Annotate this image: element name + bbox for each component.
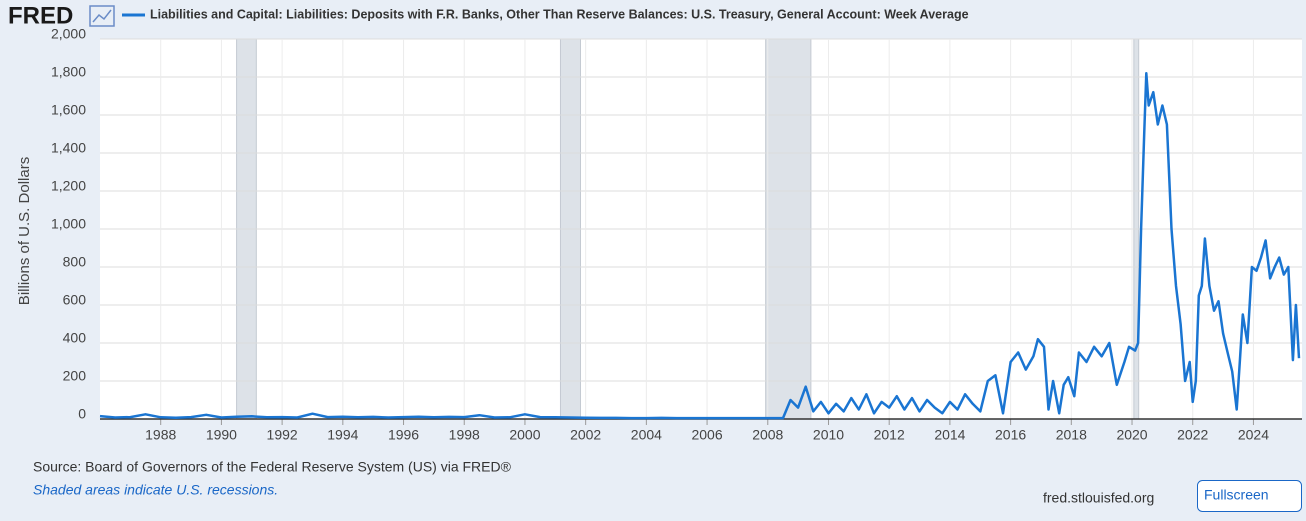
x-tick-label: 2016: [995, 427, 1026, 443]
y-tick-label: 2,000: [51, 26, 86, 42]
x-tick-label: 2014: [934, 427, 965, 443]
x-tick-label: 1990: [206, 427, 237, 443]
x-tick-label: 2006: [691, 427, 722, 443]
fullscreen-button[interactable]: [1197, 480, 1302, 512]
logo-icon-line: [92, 9, 112, 23]
source-url[interactable]: fred.stlouisfed.org: [1043, 490, 1154, 506]
x-tick-label: 1998: [449, 427, 480, 443]
y-tick-label: 600: [63, 292, 87, 308]
x-tick-label: 1988: [145, 427, 176, 443]
x-tick-label: 2020: [1116, 427, 1147, 443]
logo: FRED: [8, 2, 73, 29]
fullscreen-label[interactable]: Fullscreen: [1204, 487, 1269, 503]
y-tick-label: 1,400: [51, 140, 86, 156]
x-tick-label: 2024: [1238, 427, 1269, 443]
logo-icon: [89, 5, 115, 27]
y-tick-label: 1,800: [51, 64, 86, 80]
x-tick-label: 2000: [509, 427, 540, 443]
x-tick-label: 2012: [874, 427, 905, 443]
y-tick-label: 200: [63, 368, 87, 384]
y-tick-label: 0: [78, 406, 86, 422]
y-tick-label: 1,600: [51, 102, 86, 118]
x-tick-label: 2010: [813, 427, 844, 443]
y-tick-label: 1,000: [51, 216, 86, 232]
x-tick-label: 1994: [327, 427, 358, 443]
legend-label: Liabilities and Capital: Liabilities: De…: [150, 7, 969, 21]
y-axis-label: Billions of U.S. Dollars: [16, 157, 33, 305]
x-tick-label: 2018: [1056, 427, 1087, 443]
y-tick-label: 400: [63, 330, 87, 346]
series-line: [99, 71, 1301, 420]
x-tick-label: 2002: [570, 427, 601, 443]
x-tick-label: 1996: [388, 427, 419, 443]
x-tick-label: 2004: [631, 427, 662, 443]
source: Source: Board of Governors of the Federa…: [33, 459, 512, 475]
x-tick-label: 2008: [752, 427, 783, 443]
recession-note: Shaded areas indicate U.S. recessions.: [33, 482, 278, 498]
logo-icon-box: [89, 5, 115, 27]
x-tick-label: 2022: [1177, 427, 1208, 443]
y-tick-label: 800: [63, 254, 87, 270]
x-tick-label: 1992: [267, 427, 298, 443]
y-tick-label: 1,200: [51, 178, 86, 194]
